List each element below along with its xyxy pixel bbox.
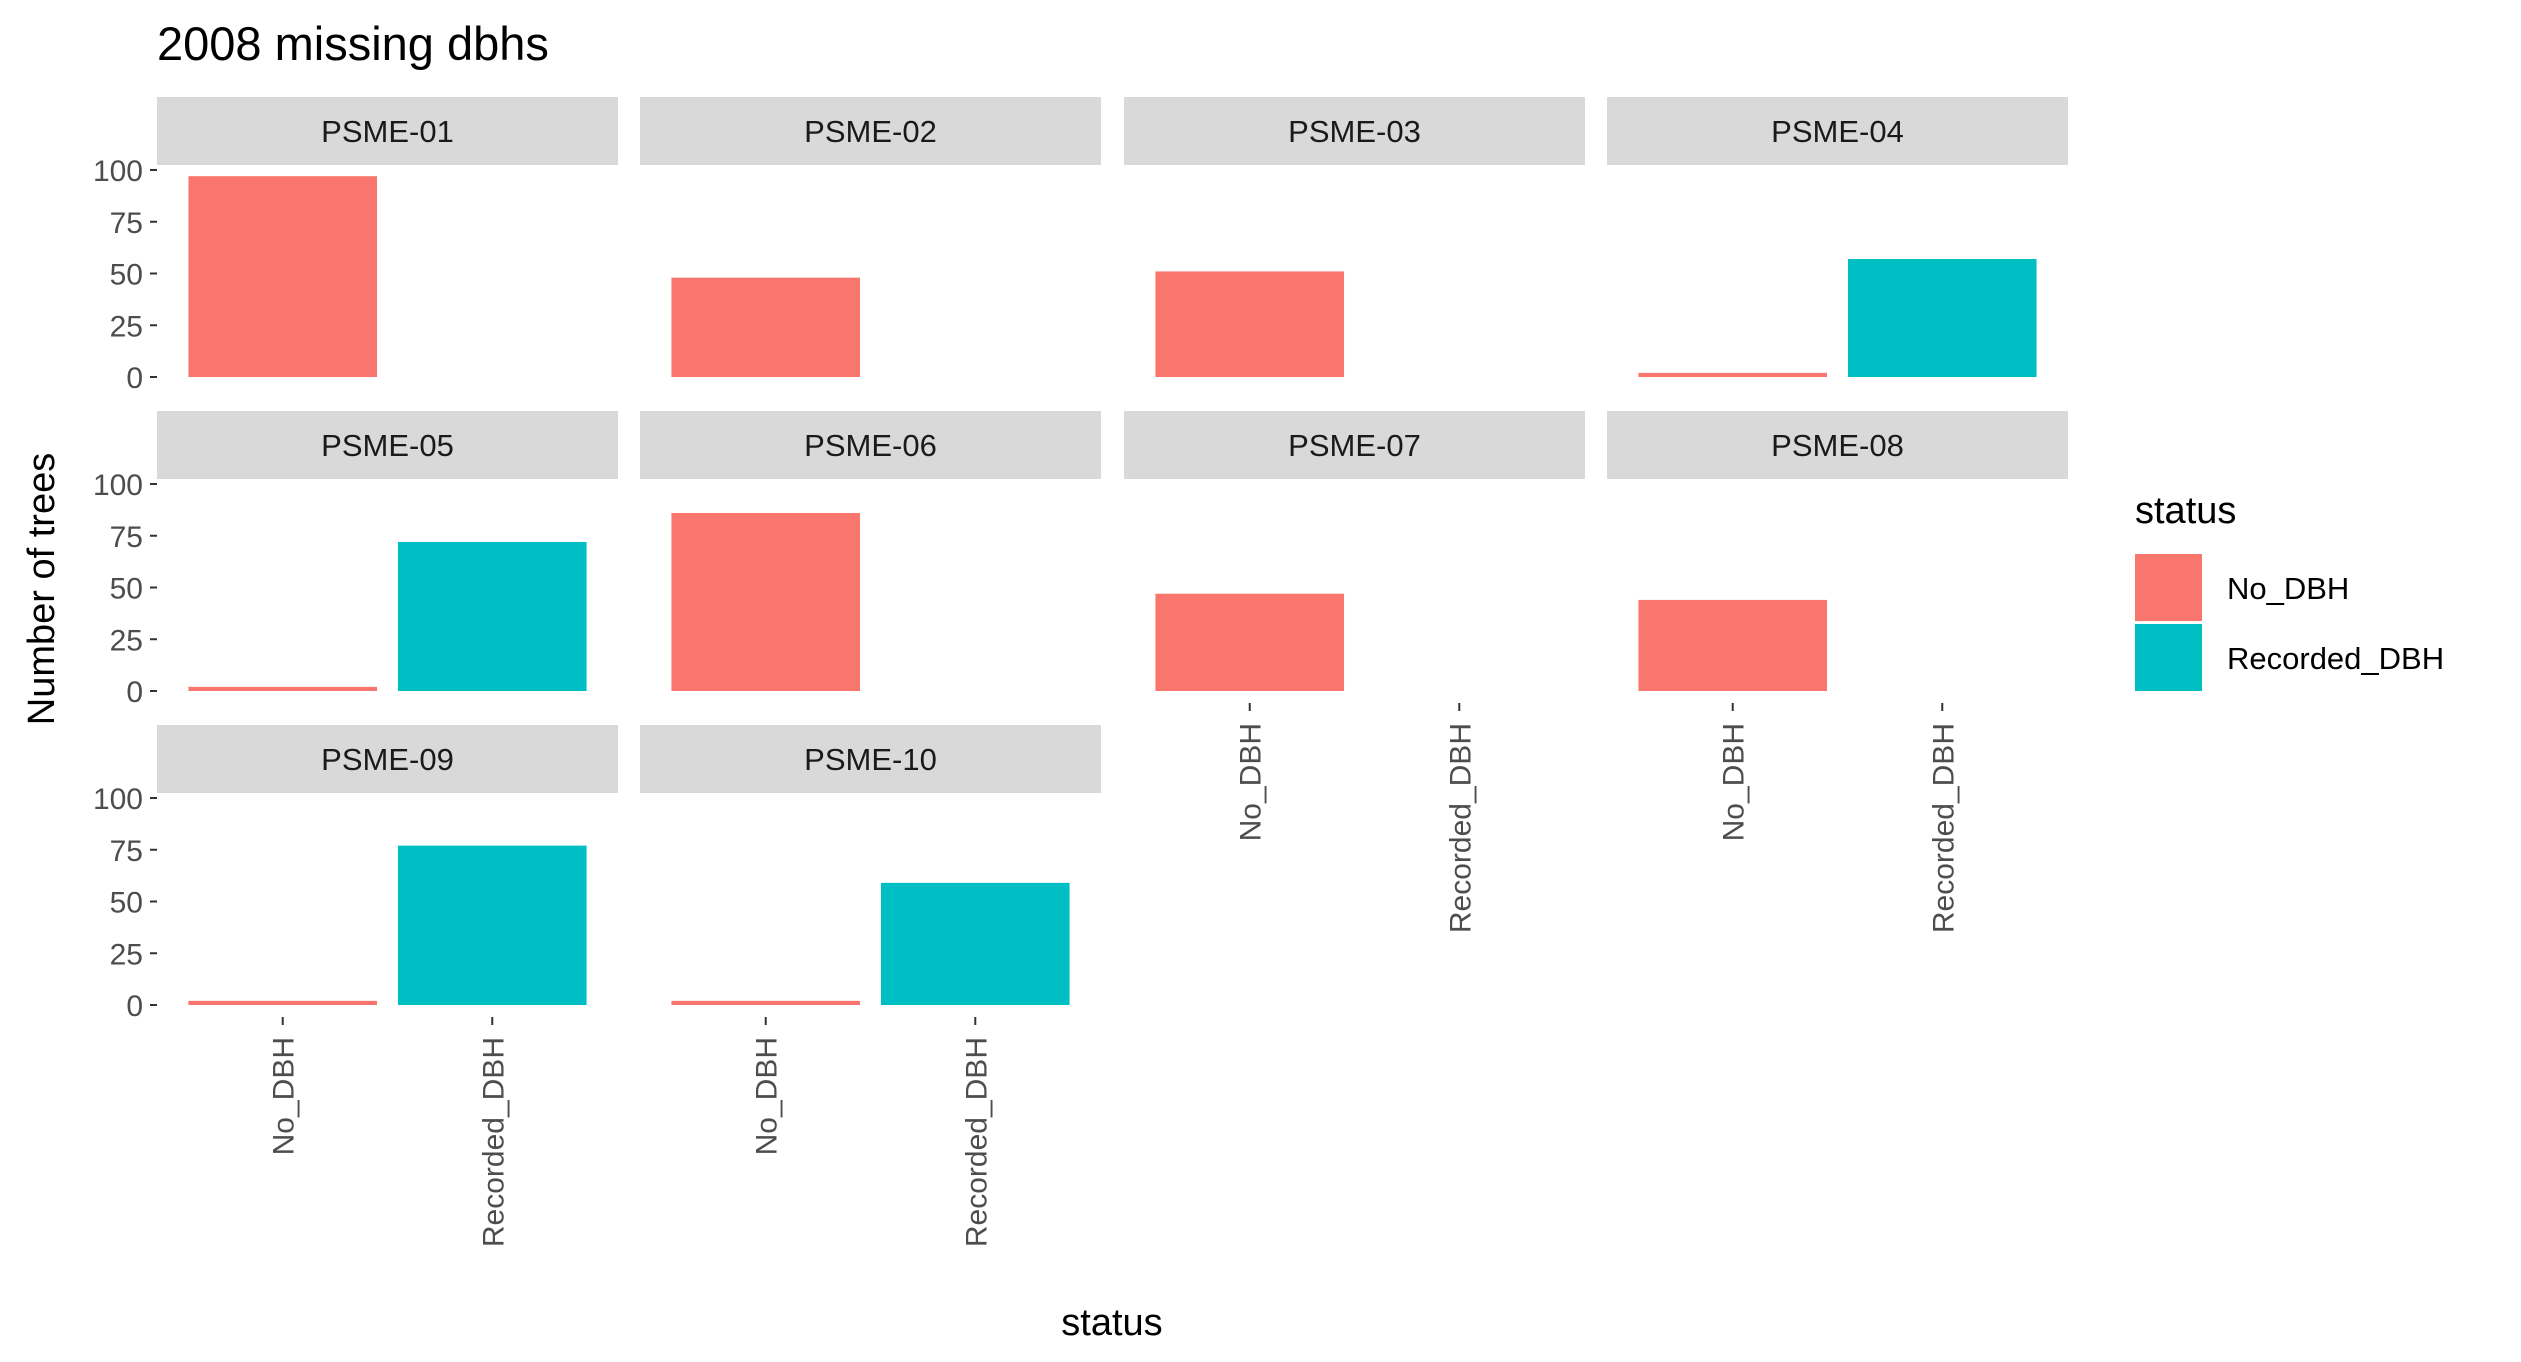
bar-no-dbh bbox=[671, 1000, 861, 1005]
bar-no-dbh bbox=[188, 686, 378, 691]
y-tick-label: 100 bbox=[93, 155, 143, 188]
y-tick-label: 50 bbox=[110, 259, 143, 292]
x-tick-label: No_DBH bbox=[751, 1037, 784, 1155]
legend-label: Recorded_DBH bbox=[2227, 641, 2444, 676]
facet-strip-label: PSME-03 bbox=[1288, 114, 1421, 149]
legend-item-no-dbh: No_DBH bbox=[2135, 554, 2349, 621]
facet-psme-08: PSME-08 No_DBH Recorded_DBH bbox=[1607, 411, 2068, 933]
facet-strip bbox=[1607, 97, 2068, 165]
bar-no-dbh bbox=[1155, 271, 1345, 377]
facet-strip-label: PSME-08 bbox=[1771, 428, 1904, 463]
bar-no-dbh bbox=[1638, 372, 1828, 377]
y-tick-label: 75 bbox=[110, 835, 143, 868]
facet-strip-label: PSME-01 bbox=[321, 114, 454, 149]
facet-strip-label: PSME-02 bbox=[804, 114, 937, 149]
facet-psme-07: PSME-07 No_DBH Recorded_DBH bbox=[1124, 411, 1585, 933]
facet-strip-label: PSME-05 bbox=[321, 428, 454, 463]
x-axis-title: status bbox=[1061, 1302, 1162, 1344]
bar-no-dbh bbox=[188, 176, 378, 377]
y-tick-label: 25 bbox=[110, 938, 143, 971]
facet-strip-label: PSME-09 bbox=[321, 742, 454, 777]
bar-recorded-dbh bbox=[397, 541, 587, 691]
facets-layer: PSME-01 0 25 50 75 100 PSME-02 PSME-03 PSME-04 PS… bbox=[93, 97, 2068, 1247]
y-tick-label: 0 bbox=[126, 990, 143, 1023]
x-tick-label: Recorded_DBH bbox=[1927, 723, 1960, 933]
bar-no-dbh bbox=[188, 1000, 378, 1005]
bar-no-dbh bbox=[671, 512, 861, 691]
bar-recorded-dbh bbox=[1847, 259, 2037, 377]
y-tick-label: 75 bbox=[110, 521, 143, 554]
bar-no-dbh bbox=[1155, 593, 1345, 691]
bar-no-dbh bbox=[1638, 599, 1828, 691]
y-tick-label: 0 bbox=[126, 676, 143, 709]
x-tick-label: Recorded_DBH bbox=[960, 1037, 993, 1247]
x-tick-label: No_DBH bbox=[1718, 723, 1751, 841]
legend-key bbox=[2135, 554, 2202, 621]
facet-psme-04: PSME-04 bbox=[1607, 97, 2068, 377]
legend-item-recorded-dbh: Recorded_DBH bbox=[2135, 624, 2444, 691]
facet-strip bbox=[157, 97, 618, 165]
facet-strip bbox=[1124, 97, 1585, 165]
y-tick-label: 50 bbox=[110, 573, 143, 606]
facet-psme-09: PSME-09 0 25 50 75 100 No_DBH Recorded_DBH bbox=[93, 725, 618, 1247]
facet-psme-02: PSME-02 bbox=[640, 97, 1101, 377]
facet-strip bbox=[1607, 411, 2068, 479]
y-tick-label: 0 bbox=[126, 362, 143, 395]
facet-strip-label: PSME-04 bbox=[1771, 114, 1904, 149]
facet-strip-label: PSME-10 bbox=[804, 742, 937, 777]
legend-items: No_DBH Recorded_DBH bbox=[2135, 554, 2444, 691]
facet-psme-10: PSME-10 No_DBH Recorded_DBH bbox=[640, 725, 1101, 1247]
y-tick-label: 50 bbox=[110, 887, 143, 920]
facet-strip bbox=[640, 97, 1101, 165]
facet-psme-03: PSME-03 bbox=[1124, 97, 1585, 377]
facet-psme-06: PSME-06 bbox=[640, 411, 1101, 691]
bar-no-dbh bbox=[671, 277, 861, 377]
facet-strip bbox=[1124, 411, 1585, 479]
facet-psme-01: PSME-01 0 25 50 75 100 bbox=[93, 97, 618, 395]
legend: status No_DBH Recorded_DBH bbox=[2135, 490, 2444, 691]
facet-strip bbox=[640, 411, 1101, 479]
y-axis-title: Number of trees bbox=[21, 453, 63, 725]
facet-strip bbox=[157, 411, 618, 479]
facet-strip-label: PSME-07 bbox=[1288, 428, 1421, 463]
facet-strip bbox=[640, 725, 1101, 793]
bar-recorded-dbh bbox=[880, 882, 1070, 1005]
y-tick-label: 25 bbox=[110, 310, 143, 343]
y-tick-label: 100 bbox=[93, 469, 143, 502]
facet-psme-05: PSME-05 0 25 50 75 100 bbox=[93, 411, 618, 709]
bar-recorded-dbh bbox=[397, 845, 587, 1005]
y-tick-label: 25 bbox=[110, 624, 143, 657]
facet-strip-label: PSME-06 bbox=[804, 428, 937, 463]
legend-key bbox=[2135, 624, 2202, 691]
y-tick-label: 75 bbox=[110, 207, 143, 240]
x-tick-label: Recorded_DBH bbox=[477, 1037, 510, 1247]
x-tick-label: No_DBH bbox=[268, 1037, 301, 1155]
chart-title: 2008 missing dbhs bbox=[157, 17, 549, 70]
facet-strip bbox=[157, 725, 618, 793]
x-tick-label: No_DBH bbox=[1235, 723, 1268, 841]
legend-label: No_DBH bbox=[2227, 571, 2349, 606]
y-tick-label: 100 bbox=[93, 783, 143, 816]
legend-title: status bbox=[2135, 490, 2236, 532]
x-tick-label: Recorded_DBH bbox=[1444, 723, 1477, 933]
